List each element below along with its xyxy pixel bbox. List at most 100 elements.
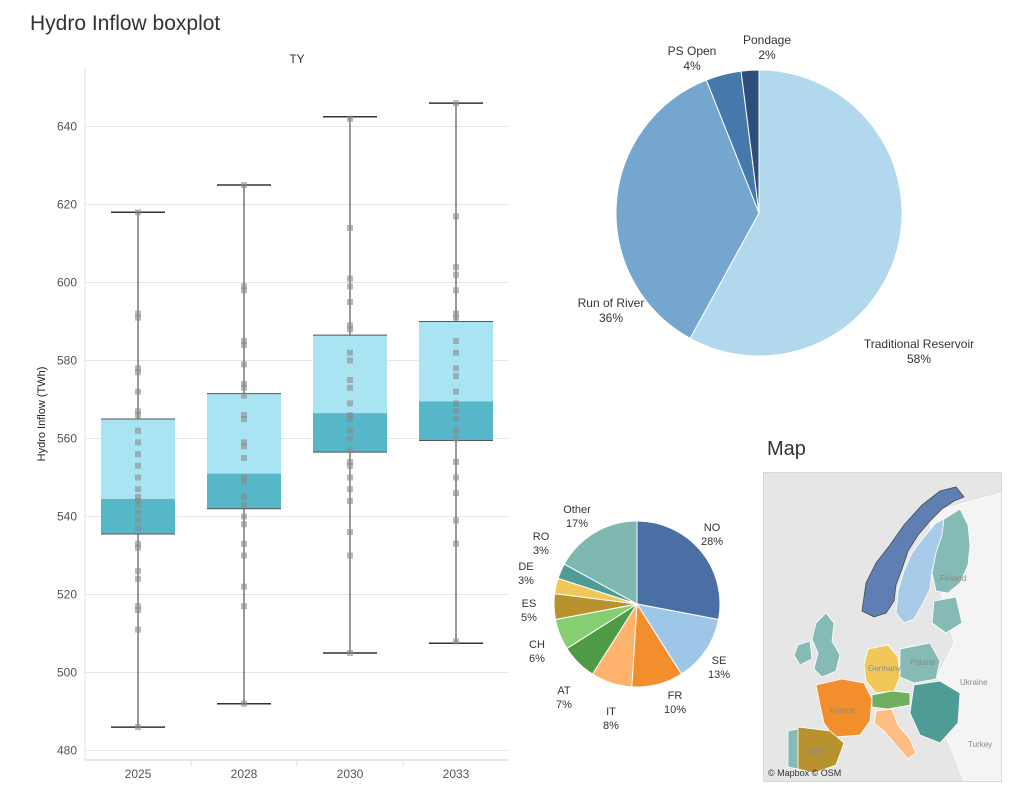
pie-slice-run-of-river (615, 79, 760, 339)
pie-value-ch: 6% (529, 653, 545, 665)
data-point (347, 435, 353, 442)
data-point (135, 474, 141, 481)
pie-label-traditional-reservoir: Traditional Reservoir (864, 337, 974, 351)
map-region-ireland (793, 640, 813, 666)
data-point (241, 700, 247, 707)
data-point (347, 474, 353, 481)
box-group-2025 (101, 209, 175, 731)
data-point (347, 224, 353, 231)
map-label-spain: Spain (808, 746, 828, 755)
y-tick-label: 600 (57, 276, 77, 290)
data-point (135, 626, 141, 633)
pie-label-no: NO (704, 522, 721, 534)
pie-value-it: 8% (603, 720, 619, 732)
boxplot-chart: 480 500 520 540 560 580 600 620 640 TY Hydro Inflo… (36, 52, 509, 781)
data-point (135, 412, 141, 419)
pie-slice-se (635, 603, 720, 675)
data-point (453, 416, 459, 422)
data-point (347, 497, 353, 504)
data-point (135, 544, 141, 551)
data-point (135, 369, 141, 376)
map-region-norway (861, 486, 965, 618)
box-upper (207, 393, 281, 474)
pie-slice-pondage (740, 69, 760, 214)
data-point (241, 341, 247, 348)
pie-value-fr: 10% (664, 704, 686, 716)
map-label-poland: Poland (910, 658, 935, 667)
y-axis-title: Hydro Inflow (TWh) (36, 367, 48, 462)
pie-value-pondage: 2% (758, 48, 776, 62)
data-point (135, 568, 141, 575)
data-point (241, 540, 247, 547)
data-point (241, 182, 247, 188)
map-label-germany: Germany (868, 664, 901, 673)
data-point (347, 283, 353, 290)
data-point (241, 603, 247, 610)
data-point (453, 638, 459, 645)
data-point (241, 521, 247, 528)
map-label-ukraine: Ukraine (960, 678, 988, 687)
data-point (347, 377, 353, 383)
box-upper (419, 321, 493, 402)
data-point (241, 287, 247, 294)
data-point (135, 408, 141, 415)
map-region-italy (873, 708, 917, 760)
data-point (135, 603, 141, 610)
data-point (241, 474, 247, 481)
data-point (453, 490, 459, 497)
data-point (241, 416, 247, 422)
pie-slice-no (636, 520, 721, 621)
pie-value-se: 13% (708, 669, 730, 681)
europe-map[interactable]: Finland Poland Ukraine Turkey Germany Fr… (763, 472, 1002, 782)
data-point (347, 326, 353, 333)
data-point (453, 474, 459, 481)
data-point (347, 115, 353, 122)
data-point (135, 494, 141, 500)
x-tick-label: 2025 (125, 767, 152, 781)
map-region-uk (811, 612, 841, 678)
data-point (347, 357, 353, 364)
box-upper (313, 335, 387, 414)
map-region-finland (931, 508, 971, 594)
data-point (241, 439, 247, 446)
data-point (135, 575, 141, 582)
data-point (453, 388, 459, 395)
pie-value-de: 3% (518, 575, 534, 587)
data-point (241, 443, 247, 450)
data-point (347, 349, 353, 356)
x-tick-label: 2033 (443, 767, 470, 781)
data-point (453, 314, 459, 321)
data-point (135, 525, 141, 532)
data-point (241, 338, 247, 344)
data-point (347, 458, 353, 465)
map-label-turkey: Turkey (968, 740, 992, 749)
box-group-2030 (313, 115, 387, 656)
data-point (135, 509, 141, 516)
data-point (241, 478, 247, 485)
pie-value-other: 17% (566, 518, 588, 530)
data-point (135, 462, 141, 469)
data-point (241, 552, 247, 559)
data-point (453, 338, 459, 344)
pie-value-ps-open: 4% (683, 59, 701, 73)
data-point (453, 427, 459, 434)
data-point (347, 650, 353, 656)
data-point (241, 392, 247, 399)
map-region-france (815, 678, 873, 738)
data-point (347, 552, 353, 559)
data-point (453, 458, 459, 465)
pie-label-fr: FR (668, 690, 683, 702)
data-point (347, 462, 353, 469)
box-group-2028 (207, 182, 281, 707)
pie-label-at: AT (557, 685, 571, 697)
map-region-switzerland-austria (871, 690, 911, 710)
data-point (135, 427, 141, 434)
pie-slice-other (563, 520, 638, 605)
data-point (453, 540, 459, 547)
x-tick-label: 2028 (231, 767, 258, 781)
map-canvas: Finland Poland Ukraine Turkey Germany Fr… (787, 486, 1001, 781)
data-point (135, 501, 141, 508)
data-point (453, 213, 459, 220)
data-point (347, 322, 353, 329)
